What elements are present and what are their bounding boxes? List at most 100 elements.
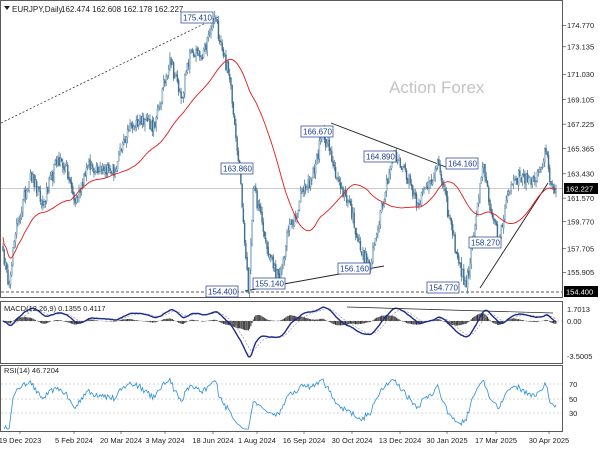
- candle-body: [318, 140, 321, 160]
- candle-body: [113, 164, 115, 176]
- candle-body: [174, 76, 176, 78]
- candle-body: [414, 192, 416, 196]
- price-tick-label: 161.570: [567, 194, 594, 203]
- price-tick-label: 159.770: [567, 218, 594, 227]
- candle-body: [140, 115, 142, 125]
- candle-body: [479, 183, 481, 198]
- rsi-line: [3, 377, 557, 430]
- candle-body: [418, 203, 420, 206]
- candle-body: [197, 50, 200, 54]
- candle-body: [506, 194, 509, 201]
- candles: [2, 11, 557, 298]
- macd-line: [2, 306, 557, 358]
- candle-body: [423, 188, 425, 190]
- candle-body: [23, 191, 25, 200]
- candle-body: [214, 16, 216, 23]
- candle-body: [517, 170, 520, 186]
- candle-body: [128, 129, 130, 131]
- candle-body: [100, 168, 103, 171]
- candle-body: [38, 186, 40, 190]
- annotation-154770: 154.770: [429, 284, 458, 293]
- candle-body: [7, 269, 9, 285]
- candle-body: [465, 280, 468, 288]
- candle-body: [511, 184, 514, 186]
- price-tick-label: 174.770: [567, 21, 594, 30]
- candle-body: [308, 180, 311, 189]
- annotation-166670: 166.670: [303, 128, 332, 137]
- candle-body: [301, 188, 303, 192]
- candle-body: [67, 164, 69, 179]
- candle-body: [149, 118, 151, 130]
- candle-body: [324, 138, 327, 147]
- candle-body: [223, 54, 226, 57]
- price-tick-label: 171.030: [567, 70, 594, 79]
- price-panel-frame: [0, 0, 563, 298]
- candle-body: [3, 249, 5, 265]
- symbol-dropdown-icon[interactable]: [4, 6, 10, 10]
- candle-body: [45, 187, 48, 202]
- candle-body: [111, 164, 114, 174]
- candle-body: [403, 165, 405, 167]
- candle-body: [261, 211, 263, 223]
- candle-body: [181, 96, 184, 98]
- candle-body: [348, 200, 350, 202]
- candle-body: [124, 139, 126, 143]
- candle-body: [357, 236, 359, 242]
- candle-body: [326, 142, 328, 147]
- candle-body: [4, 262, 7, 267]
- candle-body: [231, 85, 233, 104]
- candle-body: [495, 221, 497, 226]
- candle-body: [271, 257, 273, 259]
- annotation-163860: 163.860: [223, 165, 252, 174]
- candle-body: [42, 200, 44, 206]
- date-tick-label: 13 Dec 2024: [379, 436, 422, 445]
- candle-body: [13, 241, 15, 248]
- candle-body: [316, 155, 318, 165]
- date-tick-label: 19 Dec 2023: [0, 436, 41, 445]
- candle-body: [180, 91, 182, 99]
- date-tick-label: 3 May 2024: [145, 436, 184, 445]
- candle-body: [342, 187, 344, 198]
- date-tick-label: 17 Mar 2025: [475, 436, 517, 445]
- candle-body: [133, 126, 135, 130]
- candle-body: [409, 175, 411, 184]
- candle-body: [397, 161, 399, 163]
- macd-trendline: [346, 306, 554, 314]
- candle-body: [64, 166, 66, 172]
- candle-body: [434, 168, 436, 179]
- candle-body: [353, 212, 355, 228]
- candle-body: [106, 164, 109, 174]
- candle-body: [144, 119, 146, 127]
- candle-body: [202, 48, 205, 58]
- candle-body: [363, 249, 365, 265]
- candle-body: [151, 119, 154, 132]
- candle-body: [346, 195, 348, 203]
- candle-body: [469, 262, 471, 277]
- candle-body: [341, 186, 343, 188]
- candle-body: [507, 191, 510, 195]
- candle-body: [257, 205, 260, 208]
- candle-body: [245, 243, 247, 259]
- candle-body: [253, 185, 256, 189]
- candle-body: [337, 177, 339, 180]
- candle-body: [338, 179, 340, 182]
- candle-body: [429, 180, 431, 184]
- candle-body: [275, 263, 277, 280]
- candle-body: [307, 179, 309, 188]
- candle-body: [201, 57, 203, 60]
- candle-body: [90, 165, 93, 169]
- candle-body: [329, 149, 332, 151]
- candle-body: [502, 218, 505, 229]
- candle-body: [331, 150, 333, 162]
- candle-body: [39, 190, 42, 203]
- date-tick-label: 30 Apr 2025: [529, 436, 569, 445]
- candle-body: [458, 256, 460, 264]
- candle-body: [145, 117, 147, 120]
- candle-body: [373, 245, 375, 249]
- candle-body: [417, 202, 419, 208]
- candle-body: [82, 181, 84, 186]
- candle-body: [539, 168, 541, 173]
- candle-body: [115, 168, 118, 172]
- current-price-box: [564, 183, 598, 194]
- candle-body: [494, 218, 496, 223]
